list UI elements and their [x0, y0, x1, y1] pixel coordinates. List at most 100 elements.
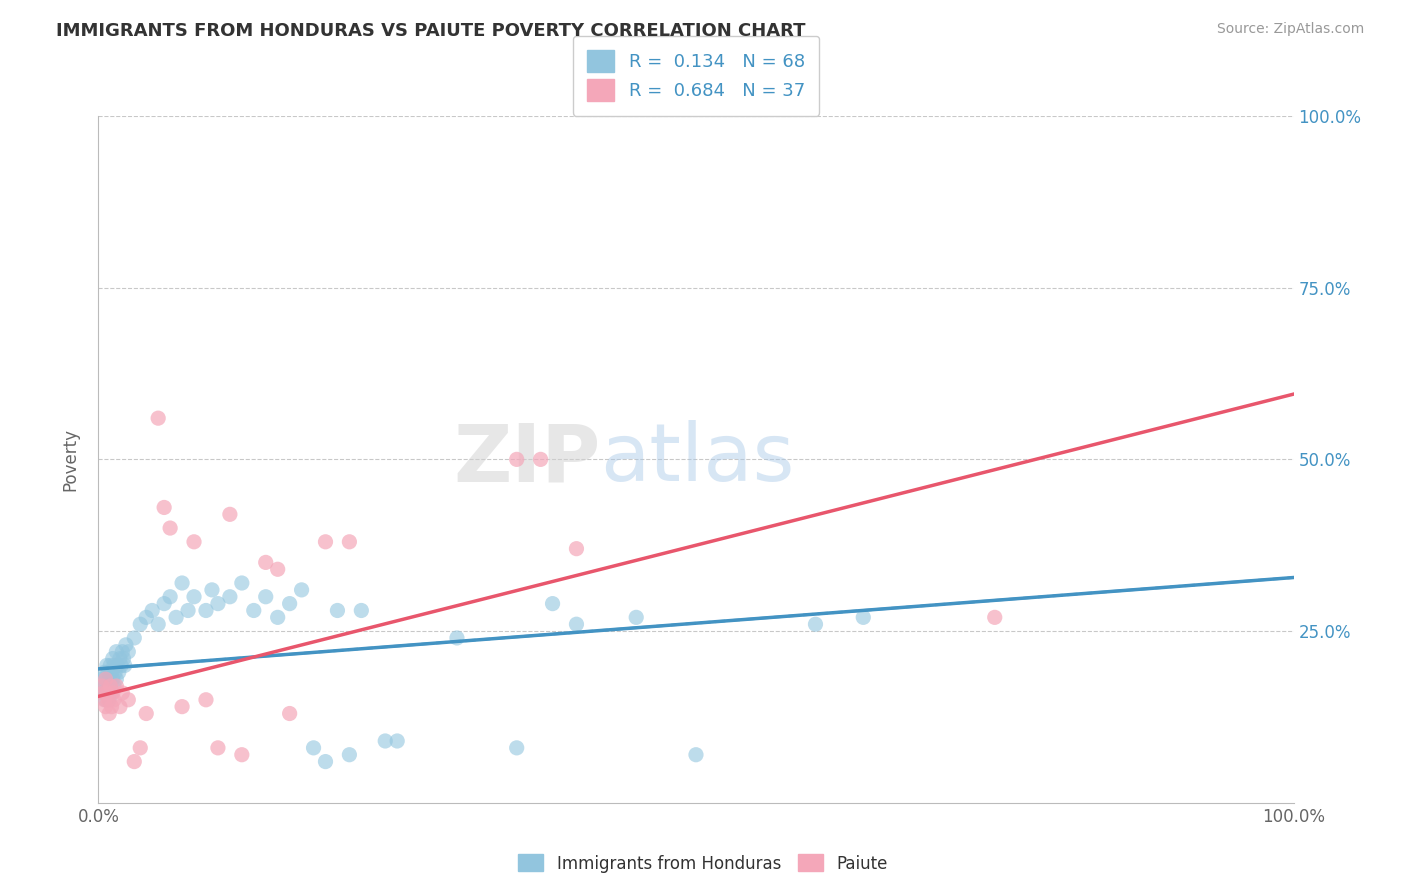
Point — [94, 692, 117, 706]
Point — [115, 638, 138, 652]
Point — [852, 610, 875, 624]
Point — [339, 747, 361, 762]
Point — [385, 734, 409, 748]
Point — [219, 508, 242, 522]
Point — [91, 679, 114, 693]
Point — [124, 631, 146, 645]
Point — [339, 534, 361, 549]
Point — [141, 603, 163, 617]
Point — [183, 590, 205, 604]
Point — [96, 658, 118, 673]
Point — [117, 645, 139, 659]
Point — [626, 610, 648, 624]
Point — [103, 679, 125, 693]
Point — [159, 590, 181, 604]
Point — [111, 686, 134, 700]
Point — [278, 597, 301, 611]
Point — [108, 699, 131, 714]
Point — [565, 617, 588, 632]
Point — [243, 603, 266, 617]
Point — [103, 658, 125, 673]
Point — [153, 597, 176, 611]
Point — [100, 686, 122, 700]
Point — [530, 452, 553, 467]
Point — [506, 452, 529, 467]
Point — [100, 665, 122, 680]
Text: Source: ZipAtlas.com: Source: ZipAtlas.com — [1216, 22, 1364, 37]
Point — [129, 740, 152, 755]
Point — [541, 597, 564, 611]
Point — [195, 603, 218, 617]
Point — [374, 734, 396, 748]
Point — [91, 686, 114, 700]
Point — [506, 740, 529, 755]
Point — [685, 747, 707, 762]
Point — [97, 665, 120, 680]
Point — [103, 692, 125, 706]
Point — [326, 603, 349, 617]
Point — [98, 706, 121, 721]
Point — [117, 692, 139, 706]
Text: IMMIGRANTS FROM HONDURAS VS PAIUTE POVERTY CORRELATION CHART: IMMIGRANTS FROM HONDURAS VS PAIUTE POVER… — [56, 22, 806, 40]
Y-axis label: Poverty: Poverty — [62, 428, 80, 491]
Point — [291, 582, 314, 597]
Point — [984, 610, 1007, 624]
Text: ZIP: ZIP — [453, 420, 600, 499]
Point — [94, 699, 117, 714]
Legend: Immigrants from Honduras, Paiute: Immigrants from Honduras, Paiute — [512, 847, 894, 880]
Point — [148, 411, 170, 425]
Point — [97, 679, 120, 693]
Point — [267, 610, 290, 624]
Point — [148, 617, 170, 632]
Point — [105, 679, 128, 693]
Point — [107, 658, 129, 673]
Point — [98, 672, 121, 686]
Point — [177, 603, 200, 617]
Point — [107, 665, 129, 680]
Point — [315, 755, 337, 769]
Point — [278, 706, 301, 721]
Point — [231, 747, 253, 762]
Point — [124, 755, 146, 769]
Point — [183, 534, 205, 549]
Point — [94, 672, 117, 686]
Point — [254, 590, 277, 604]
Point — [110, 658, 132, 673]
Point — [114, 658, 136, 673]
Point — [98, 679, 122, 693]
Point — [101, 672, 124, 686]
Point — [254, 555, 277, 570]
Point — [315, 534, 337, 549]
Point — [159, 521, 181, 535]
Point — [91, 672, 114, 686]
Point — [101, 686, 124, 700]
Point — [207, 740, 229, 755]
Point — [105, 672, 128, 686]
Point — [93, 665, 115, 680]
Point — [201, 582, 224, 597]
Point — [804, 617, 827, 632]
Point — [153, 500, 176, 515]
Point — [172, 576, 194, 591]
Text: atlas: atlas — [600, 420, 794, 499]
Point — [135, 706, 157, 721]
Point — [98, 692, 121, 706]
Point — [350, 603, 373, 617]
Point — [108, 651, 131, 665]
Point — [91, 686, 114, 700]
Point — [231, 576, 253, 591]
Point — [93, 679, 115, 693]
Point — [302, 740, 325, 755]
Point — [98, 679, 122, 693]
Point — [96, 686, 118, 700]
Point — [98, 658, 122, 673]
Point — [446, 631, 468, 645]
Point — [195, 692, 218, 706]
Point — [105, 645, 128, 659]
Point — [112, 651, 135, 665]
Point — [207, 597, 229, 611]
Point — [129, 617, 152, 632]
Point — [94, 672, 117, 686]
Point — [96, 686, 118, 700]
Point — [267, 562, 290, 576]
